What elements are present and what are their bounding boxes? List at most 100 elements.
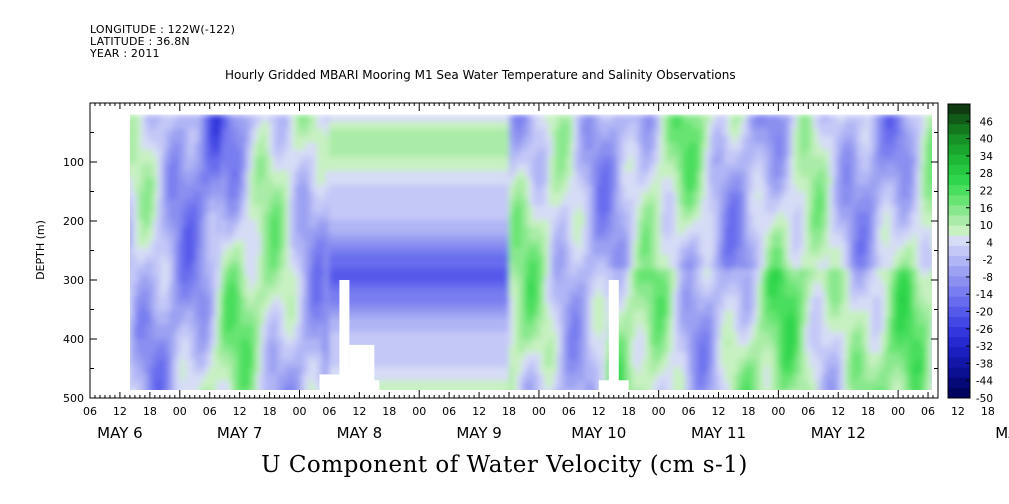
heatmap-cell bbox=[320, 128, 326, 137]
heatmap-cell bbox=[192, 149, 198, 158]
heatmap-cell bbox=[896, 198, 902, 207]
heatmap-cell bbox=[616, 142, 622, 151]
heatmap-cell bbox=[444, 212, 450, 221]
heatmap-cell bbox=[348, 135, 354, 144]
heatmap-cell bbox=[676, 170, 682, 179]
heatmap-cell bbox=[184, 184, 190, 193]
heatmap-cell bbox=[328, 198, 334, 207]
heatmap-cell bbox=[372, 226, 378, 235]
heatmap-cell bbox=[492, 275, 498, 284]
heatmap-cell bbox=[840, 205, 846, 214]
heatmap-cell bbox=[664, 275, 670, 284]
heatmap-cell bbox=[616, 128, 622, 137]
heatmap-cell bbox=[188, 156, 194, 165]
heatmap-cell bbox=[536, 184, 542, 193]
heatmap-cell bbox=[440, 156, 446, 165]
heatmap-cell bbox=[344, 261, 350, 270]
heatmap-cell bbox=[320, 121, 326, 130]
heatmap-cell bbox=[652, 184, 658, 193]
heatmap-cell bbox=[372, 121, 378, 130]
heatmap-cell bbox=[388, 163, 394, 172]
heatmap-cell bbox=[868, 233, 874, 242]
heatmap-cell bbox=[436, 226, 442, 235]
heatmap-cell bbox=[648, 128, 654, 137]
heatmap-cell bbox=[416, 121, 422, 130]
heatmap-cell bbox=[556, 198, 562, 207]
heatmap-cell bbox=[664, 184, 670, 193]
heatmap-cell bbox=[532, 177, 538, 186]
heatmap-cell bbox=[864, 240, 870, 249]
heatmap-cell bbox=[160, 247, 166, 256]
heatmap-cell bbox=[452, 261, 458, 270]
heatmap-cell bbox=[796, 212, 802, 221]
heatmap-cell bbox=[628, 205, 634, 214]
heatmap-cell bbox=[364, 135, 370, 144]
heatmap-cell bbox=[432, 212, 438, 221]
heatmap-cell bbox=[220, 191, 226, 200]
heatmap-cell bbox=[400, 254, 406, 263]
heatmap-cell bbox=[212, 128, 218, 137]
heatmap-cell bbox=[688, 226, 694, 235]
heatmap-cell bbox=[868, 177, 874, 186]
heatmap-cell bbox=[140, 121, 146, 130]
heatmap-cell bbox=[732, 184, 738, 193]
heatmap-cell bbox=[800, 233, 806, 242]
heatmap-cell bbox=[284, 268, 290, 277]
heatmap-cell bbox=[696, 233, 702, 242]
heatmap-cell bbox=[480, 254, 486, 263]
heatmap-cell bbox=[728, 156, 734, 165]
heatmap-cell bbox=[652, 226, 658, 235]
heatmap-cell bbox=[920, 261, 926, 270]
heatmap-cell bbox=[540, 226, 546, 235]
heatmap-cell bbox=[652, 135, 658, 144]
heatmap-cell bbox=[288, 163, 294, 172]
heatmap-cell bbox=[624, 261, 630, 270]
heatmap-cell bbox=[728, 205, 734, 214]
heatmap-cell bbox=[840, 156, 846, 165]
heatmap-cell bbox=[196, 219, 202, 228]
heatmap-cell bbox=[156, 114, 162, 123]
heatmap-cell bbox=[376, 121, 382, 130]
heatmap-cell bbox=[720, 114, 726, 123]
heatmap-cell bbox=[552, 205, 558, 214]
heatmap-cell bbox=[592, 275, 598, 284]
heatmap-cell bbox=[160, 233, 166, 242]
heatmap-cell bbox=[712, 156, 718, 165]
heatmap-cell bbox=[528, 212, 534, 221]
heatmap-cell bbox=[588, 121, 594, 130]
heatmap-cell bbox=[268, 142, 274, 151]
heatmap-cell bbox=[892, 247, 898, 256]
heatmap-cell bbox=[380, 191, 386, 200]
heatmap-cell bbox=[676, 184, 682, 193]
heatmap-cell bbox=[496, 240, 502, 249]
heatmap-cell bbox=[536, 156, 542, 165]
heatmap-cell bbox=[508, 219, 514, 228]
heatmap-cell bbox=[744, 247, 750, 256]
heatmap-cell bbox=[316, 282, 322, 291]
heatmap-cell bbox=[125, 143, 130, 151]
heatmap-cell bbox=[832, 247, 838, 256]
heatmap-cell bbox=[180, 114, 186, 123]
heatmap-cell bbox=[396, 212, 402, 221]
heatmap-cell bbox=[644, 261, 650, 270]
heatmap-cell bbox=[300, 254, 306, 263]
heatmap-cell bbox=[800, 198, 806, 207]
heatmap-cell bbox=[188, 247, 194, 256]
heatmap-cell bbox=[776, 170, 782, 179]
heatmap-cell bbox=[788, 191, 794, 200]
heatmap-cell bbox=[644, 219, 650, 228]
heatmap-cell bbox=[640, 233, 646, 242]
heatmap-cell bbox=[432, 128, 438, 137]
heatmap-cell bbox=[876, 219, 882, 228]
heatmap-cell bbox=[648, 247, 654, 256]
heatmap-cell bbox=[332, 205, 338, 214]
heatmap-cell bbox=[688, 254, 694, 263]
heatmap-cell bbox=[512, 268, 518, 277]
heatmap-cell bbox=[812, 254, 818, 263]
heatmap-cell bbox=[296, 212, 302, 221]
heatmap-cell bbox=[360, 282, 366, 291]
heatmap-cell bbox=[688, 135, 694, 144]
heatmap-cell bbox=[204, 205, 210, 214]
heatmap-cell bbox=[728, 268, 734, 277]
heatmap-cell bbox=[700, 163, 706, 172]
